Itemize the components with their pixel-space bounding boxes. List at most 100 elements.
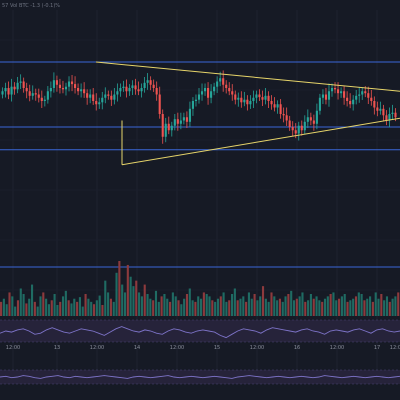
candle-body [210, 91, 213, 98]
volume-bar [312, 298, 315, 316]
candle-body [149, 80, 152, 85]
candle-body [1, 91, 4, 95]
volume-bar [19, 288, 22, 316]
time-axis-label: 15 [214, 345, 220, 351]
volume-bar [104, 280, 107, 316]
candle-body [324, 94, 328, 100]
volume-bar [388, 301, 391, 316]
volume-bar [22, 294, 25, 316]
volume-bar [59, 301, 62, 316]
candle-body [16, 82, 19, 90]
candle-body [167, 123, 170, 131]
time-axis-label: 16 [294, 345, 300, 351]
candle-body [388, 114, 391, 121]
time-axis[interactable]: 12:00 13 12:00 14 12:00 15 12:00 16 12:00 17 12:00 [6, 345, 400, 351]
time-axis-label: 12:00 [330, 345, 344, 351]
volume-bar [261, 286, 265, 316]
volume-bar [391, 298, 394, 316]
candle-body [55, 80, 58, 85]
candle-body [237, 97, 240, 100]
candle-body [207, 88, 210, 98]
volume-bar [200, 298, 203, 316]
volume-bar [185, 294, 189, 316]
candle-body [246, 99, 249, 105]
volume-bar [118, 261, 121, 316]
volume-bar [233, 288, 236, 316]
volume-bar [366, 298, 369, 316]
upper-oscillator-panel[interactable] [0, 319, 400, 343]
volume-bar [149, 298, 152, 316]
lower-oscillator-panel[interactable] [0, 369, 400, 385]
volume-bar [225, 301, 228, 316]
volume-bar [67, 300, 70, 316]
candle-body [110, 95, 113, 100]
candle-body [391, 112, 394, 114]
volume-bar [160, 296, 163, 316]
candle-body [336, 89, 340, 94]
candle-body [170, 125, 173, 131]
candle-body [52, 80, 55, 88]
volume-bar [0, 301, 3, 316]
volume-bar [270, 292, 273, 316]
volume-bar [239, 298, 242, 316]
volume-bar [28, 298, 31, 316]
candle-body [352, 99, 355, 105]
volume-bar [329, 294, 332, 316]
volume-bar [318, 300, 321, 316]
triangle-upper-trendline[interactable] [95, 61, 400, 92]
candle-body [58, 84, 62, 88]
volume-bar [307, 300, 310, 316]
volume-bar [208, 296, 211, 316]
volume-bar [70, 303, 73, 316]
candle-body [13, 86, 16, 90]
triangle-lower-trendline[interactable] [121, 117, 400, 166]
volume-bar [247, 292, 250, 316]
candle-body [64, 86, 68, 90]
indicator-header: 57 Vol BTC -1.3 (-0.1)% [2, 3, 60, 9]
volume-bar [253, 294, 256, 316]
volume-bar [383, 300, 386, 316]
candle-body [203, 88, 207, 92]
time-axis-label: 12:00 [170, 345, 184, 351]
candle-body [10, 86, 13, 95]
candle-body [309, 117, 312, 121]
candle-body [340, 91, 343, 94]
volume-bar [180, 304, 183, 316]
candle-body [122, 86, 125, 88]
volume-bar [140, 296, 143, 316]
volume-bar [5, 304, 8, 316]
candle-body [119, 88, 122, 92]
volume-bar [211, 300, 214, 316]
candle-body [4, 88, 7, 92]
volume-bar [357, 292, 360, 316]
upper-oscillator-line [0, 326, 400, 339]
volume-bar [8, 292, 11, 316]
volume-bar [36, 306, 39, 316]
volume-bar [33, 301, 36, 316]
candle-body [219, 78, 222, 82]
volume-bar [169, 301, 172, 316]
candle-body [164, 123, 167, 137]
lower-oscillator-line [0, 375, 400, 379]
horizontal-levels[interactable] [0, 61, 400, 268]
candle-body [31, 93, 34, 96]
triangle-trendlines[interactable] [95, 61, 400, 166]
candle-body [113, 94, 116, 100]
candle-body [294, 130, 297, 134]
candle-body [43, 99, 46, 101]
candle-body [49, 88, 52, 92]
volume-bar [138, 292, 141, 316]
volume-bar [30, 284, 34, 316]
volume-bar [315, 296, 318, 316]
candle-body [67, 81, 71, 87]
volume-bar [92, 304, 96, 316]
candle-body [200, 91, 204, 95]
candle-body [321, 94, 324, 98]
volume-bar [61, 296, 65, 316]
volume-bar [301, 292, 304, 316]
candle-body [376, 107, 379, 111]
candle-body [312, 120, 315, 124]
volume-bar [360, 294, 363, 316]
